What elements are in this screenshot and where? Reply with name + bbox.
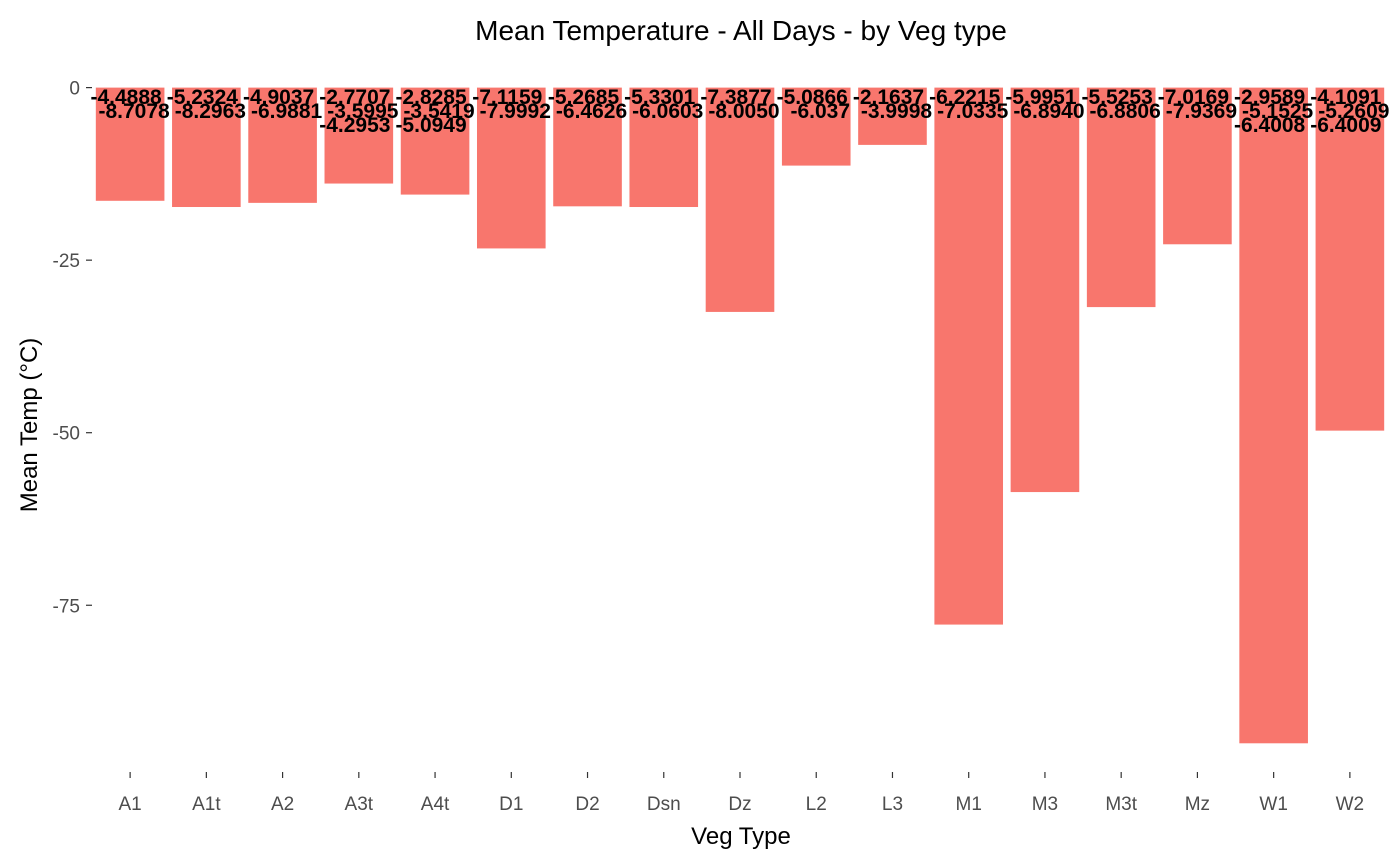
x-axis-title: Veg Type: [691, 823, 791, 850]
data-label: -5.3301: [624, 86, 696, 109]
y-tick-label: -25: [53, 251, 80, 272]
x-tick-label: M1: [956, 794, 982, 815]
data-label: -7.9369: [1166, 100, 1237, 123]
y-tick-label: -50: [53, 424, 80, 445]
bar-l2: [781, 87, 851, 166]
bar-m3: [1010, 87, 1080, 493]
data-label: -3.9998: [861, 100, 933, 123]
y-axis-title: Mean Temp (°C): [16, 338, 43, 513]
data-label: -7.0335: [937, 100, 1009, 123]
data-label: -8.2963: [175, 100, 246, 123]
data-label: -5.0866: [777, 86, 848, 109]
x-tick-label: A3t: [345, 794, 374, 815]
bars-layer: [95, 87, 1385, 744]
data-label: -2.9589: [1234, 86, 1305, 109]
chart-title: Mean Temperature - All Days - by Veg typ…: [475, 15, 1007, 46]
data-label: -8.0050: [708, 100, 779, 123]
x-tick-label: A2: [271, 794, 294, 815]
x-tick-label: A1t: [192, 794, 221, 815]
data-label: -5.2324: [167, 86, 239, 109]
x-tick-label: M3t: [1105, 794, 1137, 815]
y-tick-label: 0: [69, 79, 80, 100]
data-label: -6.037: [790, 100, 850, 123]
x-axis: A1 A1t A2 A3t A4t D1 D2 Dsn Dz L2 L3 M1 M3 M3t Mz W1 W2: [118, 772, 1364, 815]
data-label: -6.4009: [1310, 114, 1381, 137]
data-label: -7.0169: [1158, 86, 1229, 109]
bar-a4t: [400, 87, 470, 195]
y-tick-label: -75: [53, 596, 80, 617]
data-label: -5.2685: [548, 86, 620, 109]
data-label: -2.8285: [395, 86, 467, 109]
data-label: -2.1637: [853, 86, 924, 109]
data-label: -4.2953: [319, 114, 390, 137]
data-label: -6.8806: [1090, 100, 1161, 123]
bar-mz: [1163, 87, 1232, 245]
bar-a1t: [172, 87, 241, 208]
x-tick-label: W2: [1336, 794, 1365, 815]
bar-m1: [934, 87, 1004, 625]
x-tick-label: Dsn: [647, 794, 681, 815]
data-label: -6.2215: [929, 86, 1001, 109]
bar-a1: [95, 87, 165, 201]
data-label: -6.4626: [556, 100, 627, 123]
x-tick-label: M3: [1032, 794, 1058, 815]
x-tick-label: Mz: [1185, 794, 1210, 815]
data-label: -6.8940: [1013, 100, 1084, 123]
x-tick-label: Dz: [728, 794, 751, 815]
data-labels-layer: -4.4888-8.7078-5.2324-8.2963-4.9037-6.98…: [91, 86, 1390, 137]
data-label: -7.9992: [480, 100, 551, 123]
data-label: -7.3877: [700, 86, 771, 109]
data-label: -6.9881: [251, 100, 323, 123]
data-label: -8.7078: [99, 100, 171, 123]
data-label: -6.0603: [632, 100, 703, 123]
data-label: -5.9951: [1005, 86, 1077, 109]
bar-a3t: [324, 87, 394, 184]
data-label: -4.1091: [1310, 86, 1382, 109]
x-tick-label: A1: [118, 794, 141, 815]
data-label: -2.7707: [319, 86, 390, 109]
x-tick-label: D1: [499, 794, 523, 815]
bar-l3: [858, 87, 927, 145]
bar-w1: [1239, 87, 1308, 744]
x-tick-label: L3: [882, 794, 903, 815]
bar-a2: [248, 87, 317, 203]
bar-d1: [476, 87, 546, 249]
x-tick-label: A4t: [421, 794, 450, 815]
data-label: -4.9037: [243, 86, 314, 109]
data-label: -4.4888: [91, 86, 163, 109]
x-tick-label: D2: [575, 794, 599, 815]
data-label: -3.5419: [403, 100, 474, 123]
x-tick-label: W1: [1259, 794, 1288, 815]
bar-w2: [1315, 87, 1385, 431]
bar-dz: [705, 87, 775, 312]
bar-dsn: [629, 87, 699, 208]
data-label: -7.1159: [472, 86, 542, 109]
bar-d2: [553, 87, 622, 207]
data-label: -6.4008: [1234, 114, 1306, 137]
data-label: -5.0949: [395, 114, 466, 137]
bar-m3t: [1086, 87, 1156, 308]
data-label: -5.5253: [1082, 86, 1153, 109]
x-tick-label: L2: [806, 794, 827, 815]
data-label: -5.1525: [1242, 100, 1314, 123]
data-label: -3.5995: [327, 100, 399, 123]
data-label: -5.2609: [1318, 100, 1389, 123]
y-axis: 0 -25 -50 -75: [53, 79, 92, 617]
